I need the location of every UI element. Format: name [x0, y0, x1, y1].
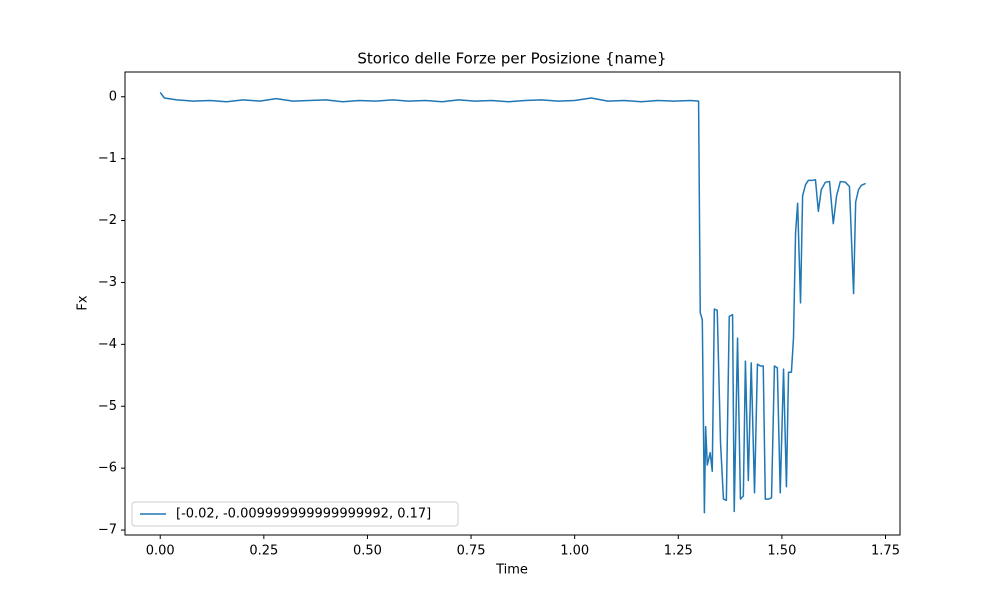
plot-frame — [124, 71, 901, 536]
x-tick-label: 0.00 — [146, 544, 175, 559]
x-tick-label: 1.25 — [664, 544, 693, 559]
x-tick-label: 0.75 — [457, 544, 486, 559]
x-tick-label: 0.50 — [353, 544, 382, 559]
y-tick-label: −4 — [98, 337, 117, 352]
legend-box — [131, 501, 459, 527]
y-tick-label: −7 — [98, 523, 117, 538]
x-tick-label: 1.50 — [767, 544, 796, 559]
y-tick-label: −3 — [98, 275, 117, 290]
data-line — [159, 91, 866, 514]
y-tick-label: −2 — [98, 213, 117, 228]
chart-title: Storico delle Forze per Posizione {name} — [357, 50, 666, 68]
y-tick-label: 0 — [109, 89, 117, 104]
y-tick-label: −1 — [98, 151, 117, 166]
y-axis-label: Fx — [76, 295, 91, 310]
x-tick-label: 1.00 — [560, 544, 589, 559]
y-tick-label: −5 — [98, 399, 117, 414]
x-tick-label: 1.75 — [871, 544, 900, 559]
y-tick-label: −6 — [98, 461, 117, 476]
x-tick-label: 0.25 — [249, 544, 278, 559]
legend-label: [-0.02, -0.009999999999999992, 0.17] — [176, 507, 431, 522]
x-axis-label: Time — [495, 563, 528, 578]
